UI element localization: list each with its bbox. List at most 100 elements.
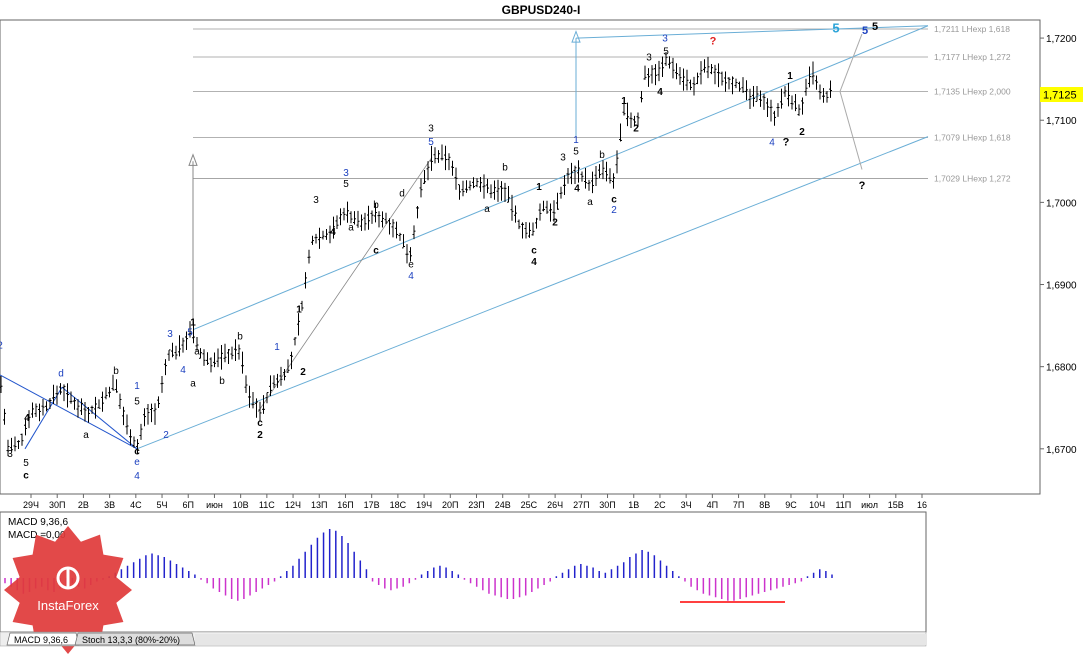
price-tick-label: 1,6900 [1046,281,1077,292]
wave-label: 1 [134,381,140,392]
wave-label: 1 [274,342,280,353]
wave-label: 4 [574,184,580,195]
wave-label: 5 [573,147,579,158]
time-tick-label: 8В [759,500,770,510]
wave-label: 5 [872,21,878,33]
time-tick-label: 20П [442,500,458,510]
wave-label: 4 [24,413,30,424]
wave-label: 1 [536,182,542,193]
logo-starburst [4,526,132,654]
wave-label: ? [783,137,790,149]
time-tick-label: 18С [390,500,407,510]
wave-label: c [23,470,29,481]
wave-label: 4 [408,271,414,282]
current-price-box [1040,87,1083,102]
time-tick-label: 11С [259,500,275,510]
chart-title: GBPUSD240-I [502,3,581,17]
indicator-tab-macd[interactable]: MACD 9,36,6 [6,632,80,646]
wave-label: c [373,245,379,256]
wave-label: c [531,245,537,256]
wave-label: 2 [799,127,805,138]
svg-text:Stoch 13,3,3 (80%-20%): Stoch 13,3,3 (80%-20%) [82,635,180,645]
time-tick-label: 2С [654,500,666,510]
wave-label: 2 [300,367,306,378]
wave-label: 5 [187,327,193,338]
time-tick-label: 9С [785,500,797,510]
time-tick-label: 30П [599,500,615,510]
wave-label: 3 [313,195,319,206]
wave-label: b [373,200,379,211]
fib-level-label: 1,7211 LHexp 1,618 [934,24,1010,34]
wave-label: a [348,222,354,233]
price-tick-label: 1,7000 [1046,198,1077,209]
price-tick-label: 1,7100 [1046,116,1077,127]
time-tick-label: 11П [835,500,851,510]
wave-label: c [134,447,140,458]
fib-level-label: 1,7029 LHexp 1,272 [934,174,1011,184]
target-arrow-head [188,153,198,166]
time-tick-label: 13П [311,500,327,510]
time-tick-label: 6П [182,500,193,510]
wave-label: 4 [180,365,186,376]
wave-label: a [484,204,490,215]
wave-label: 4 [134,471,140,482]
wave-line [0,374,138,450]
projection-line [839,33,863,92]
time-tick-label: 4П [707,500,718,510]
wave-label: 1 [296,304,302,315]
logo-text: InstaForex [37,598,99,613]
wave-label: 3 [7,449,13,460]
indicator-tab-stoch[interactable]: Stoch 13,3,3 (80%-20%) [74,632,196,646]
price-tick-label: 1,6800 [1046,363,1077,374]
wave-label: a [83,430,89,441]
wave-label: 3 [662,33,668,44]
channel-lower-line [136,136,929,450]
wave-label: b [237,332,243,343]
wave-label: b [219,376,225,387]
time-tick-label: 25С [521,500,538,510]
time-tick-label: 5Ч [157,500,168,510]
wave-label: 4 [769,138,775,149]
wave-label: c [611,194,617,205]
target-line [575,25,929,39]
target-arrow-head [571,30,581,43]
projection-line [839,91,863,170]
wave-label: 2 [611,205,617,216]
price-tick-label: 1,6700 [1046,445,1077,456]
wave-label: 1 [573,135,579,146]
time-tick-label: 7П [733,500,744,510]
time-tick-label: 16 [917,500,927,510]
wave-label: 5 [832,20,839,35]
wave-label: a [587,197,593,208]
macd-params-label: MACD 9,36,6 [8,517,68,528]
time-tick-label: 24В [495,500,511,510]
time-tick-label: июл [861,500,878,510]
time-tick-label: 19Ч [416,500,432,510]
wave-label: d [399,189,405,200]
wave-label: 3 [428,124,434,135]
fib-level-label: 1,7135 LHexp 2,000 [934,86,1011,96]
wave-label: 1 [190,318,196,329]
time-tick-label: 3В [104,500,115,510]
wave-label: ? [710,36,717,48]
wave-label: 3 [646,52,652,63]
wave-label: 5 [663,47,669,58]
wave-label: 5 [862,25,868,37]
wave-label: c [257,418,263,429]
fib-level-label: 1,7079 LHexp 1,618 [934,132,1011,142]
time-tick-label: 27П [573,500,589,510]
wave-label: 4 [657,87,663,98]
wave-label: 4 [531,257,537,268]
wave-label: 5 [134,396,140,407]
time-tick-label: 17В [364,500,380,510]
wave-line [257,156,433,413]
wave-label: 2 [0,341,3,352]
wave-label: e [408,259,414,270]
wave-label: 3 [167,329,173,340]
fib-level-label: 1,7177 LHexp 1,272 [934,52,1011,62]
svg-text:MACD 9,36,6: MACD 9,36,6 [14,635,68,645]
time-tick-label: 1В [628,500,639,510]
time-tick-label: 12Ч [285,500,301,510]
time-tick-label: 10Ч [809,500,825,510]
